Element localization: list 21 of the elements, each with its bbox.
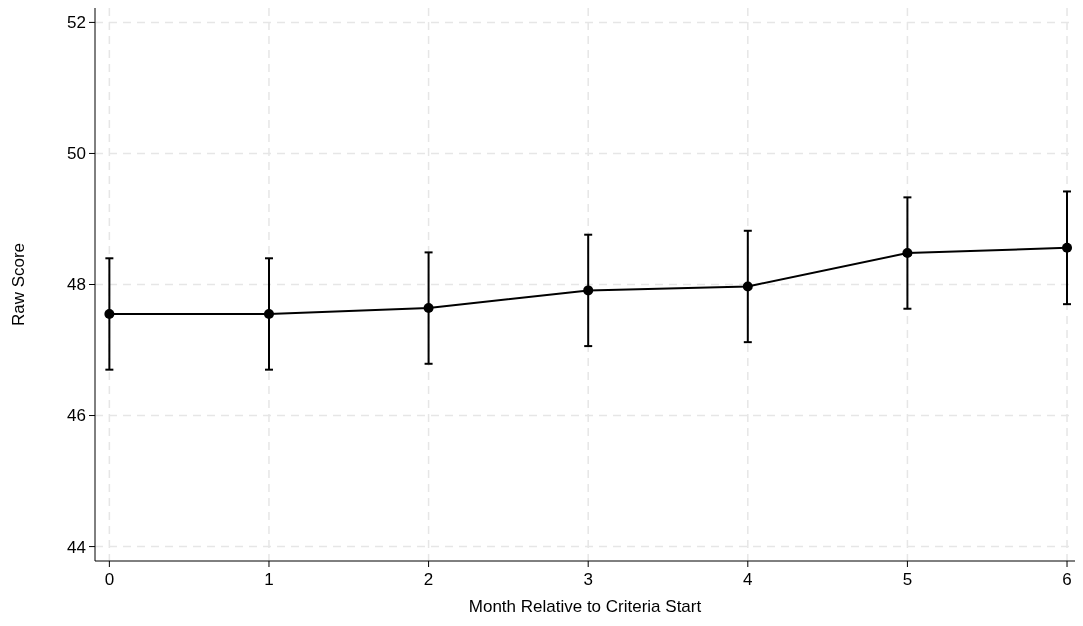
point (583, 285, 594, 296)
point (742, 281, 753, 292)
y-tick-label: 44 (67, 537, 86, 557)
y-tick-label: 52 (67, 13, 86, 33)
x-tick-label: 2 (423, 570, 434, 589)
x-tick-label: 0 (104, 570, 115, 589)
x-tick-label: 4 (743, 570, 753, 589)
y-tick-label: 48 (67, 275, 86, 295)
y-tick-label: 46 (67, 406, 86, 426)
point (1062, 242, 1073, 253)
y-axis-title: Raw Score (9, 242, 28, 327)
point (902, 248, 913, 259)
point (263, 308, 274, 319)
x-axis-title: Month Relative to Criteria Start (468, 597, 702, 616)
point (423, 303, 434, 314)
x-tick-label: 6 (1062, 570, 1072, 589)
x-tick-label: 3 (583, 570, 593, 589)
y-tick-label: 50 (67, 144, 86, 164)
point (104, 308, 115, 319)
x-tick-label: 1 (264, 570, 274, 589)
x-tick-label: 5 (902, 570, 913, 589)
